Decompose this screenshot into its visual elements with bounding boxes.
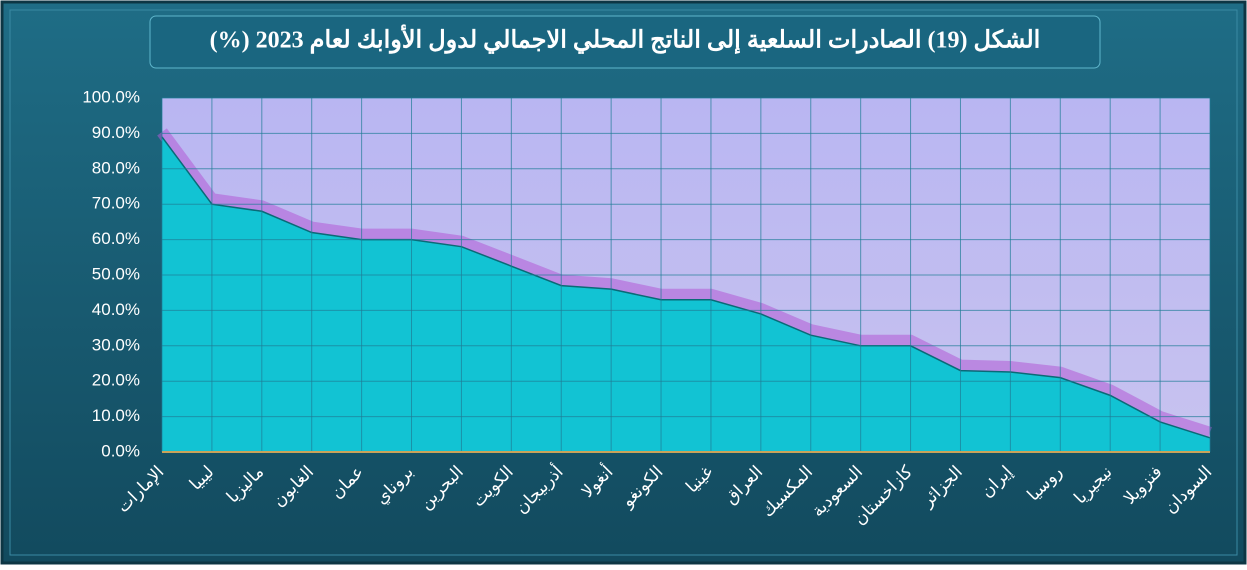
area [162,136,1210,452]
y-tick-label: 80.0% [92,158,140,177]
frame [9,9,1238,556]
y-tick-label: 0.0% [101,441,140,460]
y-tick-label: 10.0% [92,406,140,425]
y-tick-label: 100.0% [82,87,140,106]
y-tick-label: 20.0% [92,371,140,390]
y-tick-label: 90.0% [92,123,140,142]
y-tick-label: 70.0% [92,194,140,213]
y-tick-label: 60.0% [92,229,140,248]
y-tick-label: 40.0% [92,300,140,319]
y-tick-label: 50.0% [92,264,140,283]
title-box [149,15,1101,69]
chart-title: الشكل (19) الصادرات السلعية إلى الناتج ا… [210,23,1041,55]
area-edge [161,136,1211,439]
area-glow [157,128,1212,439]
y-tick-label: 30.0% [92,335,140,354]
